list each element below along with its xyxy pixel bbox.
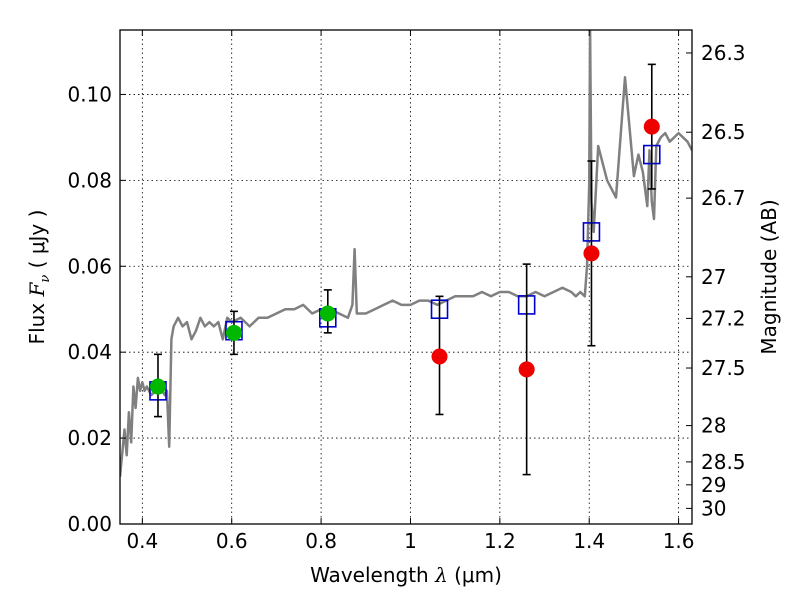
mag-tick-label: 26.3 [701,41,746,65]
x-tick-label: 1.4 [573,529,605,553]
grid-lines [120,30,692,525]
y-tick-label: 0.10 [67,82,112,106]
observed-nir-point [643,118,660,135]
mag-tick-label: 30 [701,496,726,520]
mag-tick-label: 29 [701,473,726,497]
observed-nir-point [583,245,600,262]
mag-tick-label: 27.2 [701,306,746,330]
x-tick-label: 1.2 [484,529,516,553]
x-tick-label: 1.6 [663,529,695,553]
observed-optical-point [225,324,242,341]
mag-tick-label: 26.5 [701,120,746,144]
magnitude-axis-title: Magnitude (AB) [757,199,781,354]
x-tick-label: 0.8 [305,529,337,553]
y-tick-label: 0.02 [67,426,112,450]
x-tick-label: 0.4 [126,529,158,553]
observed-optical-point [319,305,336,322]
y-tick-label: 0.06 [67,254,112,278]
spectrum-line [120,30,692,477]
axis-ticks: 0.4 0.6 0.8 1 1.2 1.4 1.6 0.00 0.02 0.04 0.06 0.08 0… [67,30,746,553]
mag-tick-label: 27 [701,265,726,289]
y-tick-label: 0.08 [67,168,112,192]
observed-nir-point [518,361,535,378]
observed-optical-point [149,378,166,395]
mag-tick-label: 28 [701,414,726,438]
x-tick-label: 1 [404,529,417,553]
y-tick-label: 0.00 [67,512,112,536]
mag-tick-label: 27.5 [701,356,746,380]
x-axis-title: Wavelength λ (μm) [310,563,502,587]
y-axis-title: Flux Fν ( μJy ) [25,210,53,345]
plot-frame [119,29,693,525]
mag-tick-label: 26.7 [701,186,746,210]
x-tick-label: 0.6 [216,529,248,553]
observed-nir-point [431,348,448,365]
mag-tick-label: 28.5 [701,450,746,474]
y-tick-label: 0.04 [67,340,112,364]
data-layer [120,30,692,477]
